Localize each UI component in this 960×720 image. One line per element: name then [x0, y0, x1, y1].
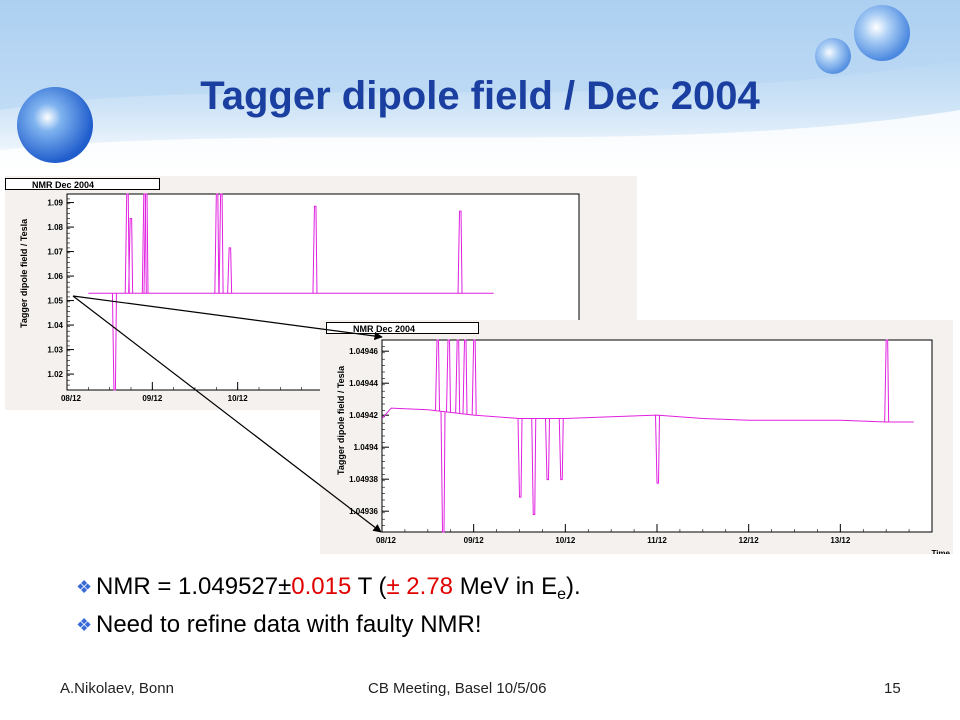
y-tick-label: 1.05 [47, 297, 63, 306]
zoom-arrow-bottom [72, 295, 382, 533]
diamond-bullet-icon: ❖ [76, 577, 93, 597]
bullet-refine: ❖ Need to refine data with faulty NMR! [76, 606, 581, 644]
decor-orb-right-small [815, 38, 851, 74]
bullet-list: ❖ NMR = 1.049527±0.015 T (± 2.78 MeV in … [76, 568, 581, 644]
plot-title: NMR Dec 2004 [326, 322, 479, 334]
series-spike [455, 339, 461, 414]
series-spike [143, 193, 149, 294]
x-tick-label: 09/12 [142, 394, 163, 403]
x-tick-label: 10/12 [555, 536, 576, 545]
series-spike [446, 339, 451, 413]
y-tick-label: 1.09 [47, 199, 63, 208]
series-spike [141, 193, 147, 294]
bullet-nmr-value: ❖ NMR = 1.049527±0.015 T (± 2.78 MeV in … [76, 568, 581, 606]
x-axis-label: Time [931, 549, 950, 554]
series-spike [227, 247, 233, 294]
plot-title: NMR Dec 2004 [5, 178, 160, 190]
y-tick-label: 1.08 [47, 223, 63, 232]
series-spike [435, 339, 440, 411]
y-tick-label: 1.06 [47, 272, 63, 281]
series-spike [124, 193, 130, 294]
series-spike [655, 415, 660, 484]
series-spike [462, 339, 468, 415]
y-tick-label: 1.04936 [349, 507, 378, 516]
y-tick-label: 1.0494 [354, 443, 379, 452]
x-tick-label: 12/12 [739, 536, 760, 545]
chart-svg-zoom: 1.04946 1.04944 1.04942 1.0494 1.04938 1.0493… [349, 339, 951, 558]
series-spike [457, 210, 463, 294]
y-tick-label: 1.04946 [349, 347, 378, 356]
series-spike [558, 418, 564, 481]
series-spike [531, 418, 537, 516]
y-tick-label: 1.03 [47, 346, 63, 355]
diamond-bullet-icon: ❖ [76, 615, 93, 635]
decor-orb-right-large [854, 5, 910, 61]
x-tick-label: 08/12 [376, 536, 397, 545]
x-tick-label: 10/12 [228, 394, 249, 403]
series-spike [545, 418, 550, 481]
footer-event: CB Meeting, Basel 10/5/06 [368, 680, 547, 697]
series-spike [471, 339, 477, 416]
x-tick-label: 13/12 [830, 536, 851, 545]
footer-page-number: 15 [884, 680, 901, 697]
series-spike [884, 339, 890, 423]
series-spike [517, 418, 523, 498]
plot-frame [381, 339, 933, 533]
header-banner [0, 0, 960, 175]
zoom-arrow-top [72, 295, 383, 341]
footer-author: A.Nikolaev, Bonn [60, 680, 174, 697]
y-tick-label: 1.04938 [349, 475, 378, 484]
y-tick-label: 1.04 [47, 321, 63, 330]
series-spike [440, 411, 446, 533]
y-tick-label: 1.07 [47, 248, 63, 257]
series-spike [128, 218, 134, 294]
series-spike [111, 293, 117, 391]
series-spike [214, 193, 220, 294]
y-tick-label: 1.04942 [349, 411, 378, 420]
series-spike [312, 205, 318, 294]
x-tick-label: 08/12 [61, 394, 82, 403]
series-spike [218, 193, 224, 294]
x-tick-label: 11/12 [647, 536, 667, 545]
y-tick-label: 1.02 [47, 370, 63, 379]
y-tick-label: 1.04944 [349, 379, 378, 388]
x-tick-label: 09/12 [464, 536, 485, 545]
decor-orb-left [17, 87, 93, 163]
slide-title: Tagger dipole field / Dec 2004 [200, 74, 760, 118]
nmr-plot-zoom: NMR Dec 2004 Tagger dipole field / Tesla… [320, 320, 953, 558]
